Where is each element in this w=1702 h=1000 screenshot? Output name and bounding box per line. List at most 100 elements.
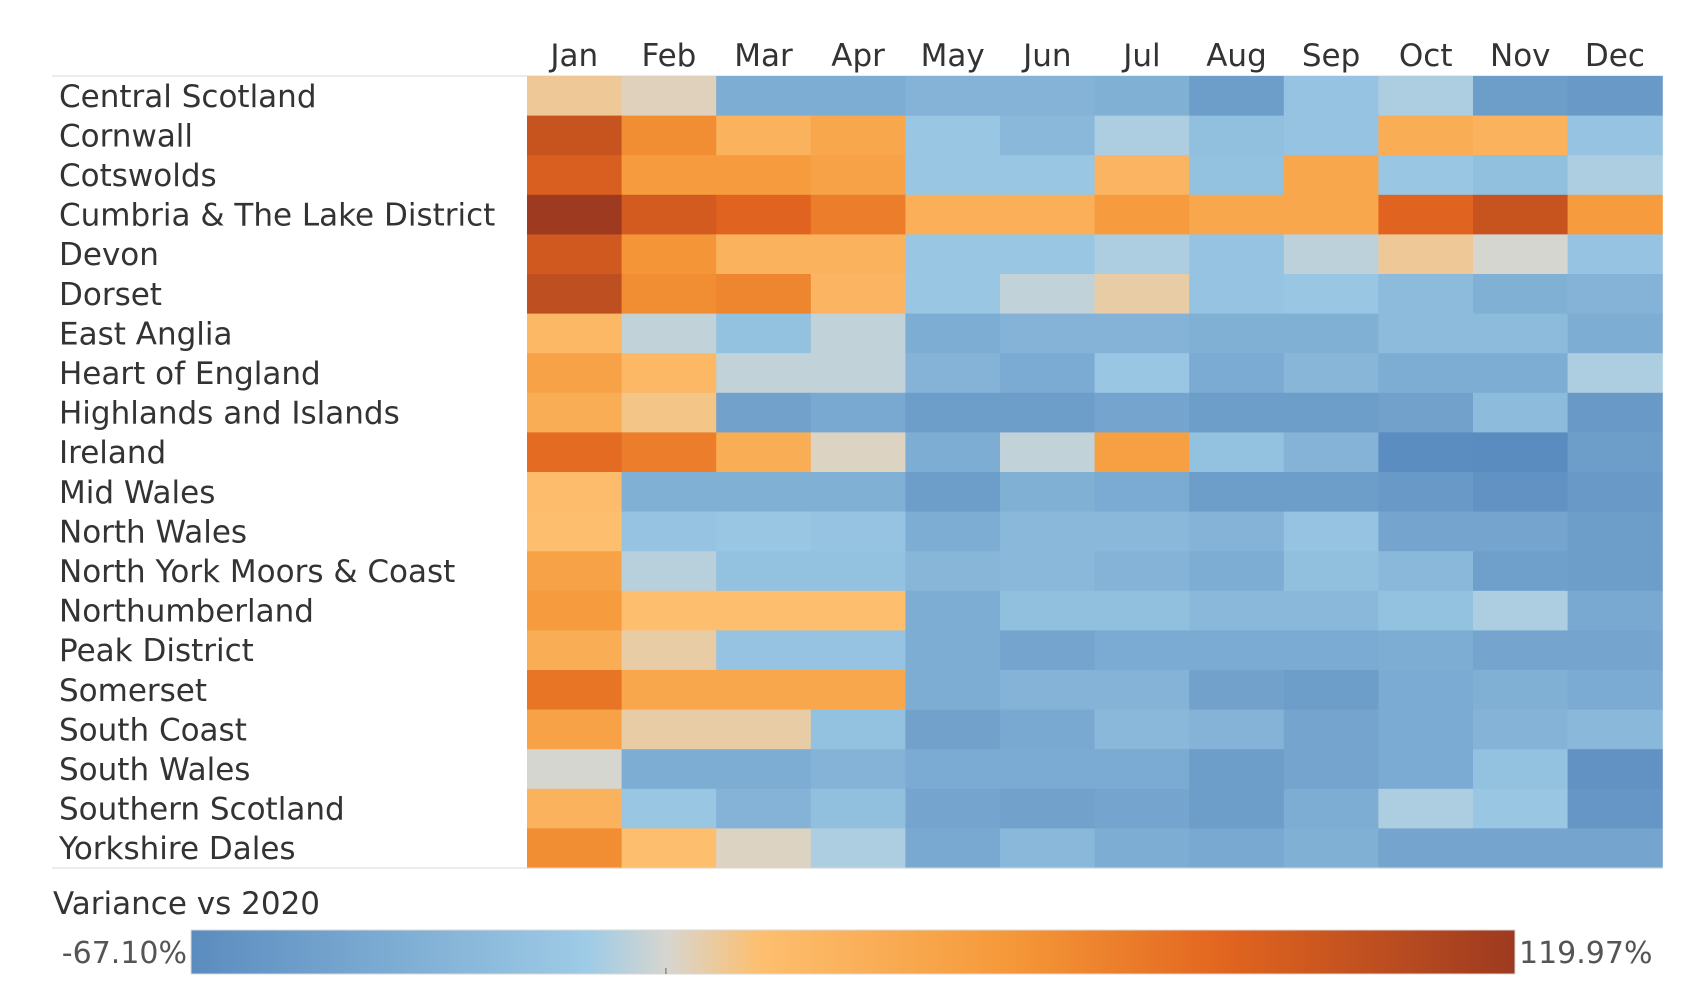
- heatmap-cell: [1283, 274, 1379, 315]
- heatmap-cell: [621, 274, 717, 315]
- heatmap-cell: [1189, 274, 1285, 315]
- heatmap-cell: [621, 630, 717, 671]
- heatmap-cell: [621, 194, 717, 235]
- heatmap-cell: [1189, 155, 1285, 196]
- column-label-dec: Dec: [1585, 38, 1645, 74]
- color-legend: Variance vs 2020 -67.10% 119.97%: [53, 886, 1652, 975]
- heatmap-cell: [1473, 788, 1569, 829]
- heatmap-cell: [1189, 76, 1285, 117]
- heatmap-cell: [1189, 432, 1285, 473]
- heatmap-cell: [621, 76, 717, 117]
- row-label: Mid Wales: [59, 475, 215, 511]
- heatmap-cell: [1378, 709, 1474, 750]
- heatmap-cell: [1283, 551, 1379, 592]
- heatmap-cell: [905, 76, 1001, 117]
- heatmap-cell: [1378, 511, 1474, 552]
- heatmap-cell: [1567, 709, 1663, 750]
- heatmap-cell: [810, 670, 906, 711]
- heatmap-cell: [621, 828, 717, 869]
- heatmap-cell: [716, 551, 812, 592]
- heatmap-cell: [1283, 115, 1379, 156]
- heatmap-cell: [905, 274, 1001, 315]
- heatmap-cell: [1567, 76, 1663, 117]
- heatmap-cell: [1094, 432, 1190, 473]
- heatmap-cell: [1000, 115, 1096, 156]
- row-label: Yorkshire Dales: [58, 831, 296, 867]
- heatmap-cell: [905, 353, 1001, 394]
- heatmap-cell: [1567, 155, 1663, 196]
- heatmap-cell: [1094, 788, 1190, 829]
- heatmap-cell: [1567, 353, 1663, 394]
- heatmap-cell: [1283, 670, 1379, 711]
- heatmap-cell: [1378, 828, 1474, 869]
- heatmap-cell: [716, 472, 812, 513]
- heatmap-cell: [1473, 392, 1569, 433]
- heatmap-cell: [1000, 551, 1096, 592]
- heatmap-cell: [1189, 749, 1285, 790]
- heatmap-cell: [1000, 511, 1096, 552]
- heatmap-cell: [1473, 234, 1569, 275]
- heatmap-cell: [1378, 76, 1474, 117]
- heatmap-cell: [527, 788, 623, 829]
- heatmap-cell: [1473, 194, 1569, 235]
- heatmap-cell: [1000, 392, 1096, 433]
- row-label: Southern Scotland: [59, 792, 345, 828]
- heatmap-cell: [1567, 670, 1663, 711]
- heatmap-cell: [1283, 194, 1379, 235]
- heatmap-cell: [1189, 115, 1285, 156]
- heatmap-cell: [905, 709, 1001, 750]
- heatmap-cell: [1189, 828, 1285, 869]
- heatmap-cell: [1567, 590, 1663, 631]
- heatmap-cell: [527, 709, 623, 750]
- column-label-aug: Aug: [1206, 38, 1267, 74]
- row-label: Somerset: [59, 673, 207, 709]
- heatmap-cell: [1283, 76, 1379, 117]
- heatmap-cell: [905, 155, 1001, 196]
- row-label: Northumberland: [59, 594, 314, 630]
- column-label-mar: Mar: [734, 38, 793, 74]
- heatmap-cell: [905, 511, 1001, 552]
- row-label: North York Moors & Coast: [59, 554, 455, 590]
- heatmap-cell: [527, 432, 623, 473]
- heatmap-cell: [1189, 353, 1285, 394]
- heatmap-cell: [1094, 274, 1190, 315]
- heatmap-cell: [621, 749, 717, 790]
- row-label: Highlands and Islands: [59, 396, 400, 432]
- heatmap-cell: [810, 76, 906, 117]
- heatmap-cell: [1189, 392, 1285, 433]
- heatmap-cell: [1283, 472, 1379, 513]
- row-label: Ireland: [59, 435, 166, 471]
- heatmap-cell: [1473, 115, 1569, 156]
- heatmap-cell: [1283, 432, 1379, 473]
- heatmap-cell: [1378, 551, 1474, 592]
- heatmap-cell: [1000, 274, 1096, 315]
- heatmap-cell: [716, 511, 812, 552]
- heatmap-cell: [810, 590, 906, 631]
- legend-title: Variance vs 2020: [53, 886, 320, 922]
- heatmap-cell: [905, 392, 1001, 433]
- heatmap-cell: [1378, 749, 1474, 790]
- heatmap-cell: [1473, 511, 1569, 552]
- heatmap-cells: [527, 76, 1663, 869]
- heatmap-cell: [1094, 313, 1190, 354]
- heatmap-cell: [527, 392, 623, 433]
- heatmap-cell: [810, 749, 906, 790]
- heatmap-cell: [905, 670, 1001, 711]
- heatmap-cell: [1567, 630, 1663, 671]
- heatmap-cell: [1000, 828, 1096, 869]
- heatmap-cell: [905, 590, 1001, 631]
- column-label-sep: Sep: [1302, 38, 1360, 74]
- heatmap-cell: [621, 155, 717, 196]
- heatmap-cell: [1378, 274, 1474, 315]
- heatmap-cell: [810, 274, 906, 315]
- column-labels: Jan Feb Mar Apr May Jun Jul Aug Sep Oct Nov Dec: [548, 38, 1644, 74]
- heatmap-cell: [810, 511, 906, 552]
- heatmap-cell: [905, 234, 1001, 275]
- row-label: Heart of England: [59, 356, 321, 392]
- legend-gradient-bar: [190, 929, 1516, 975]
- heatmap-cell: [1378, 630, 1474, 671]
- heatmap-cell: [905, 115, 1001, 156]
- heatmap-cell: [716, 392, 812, 433]
- row-label: North Wales: [59, 514, 247, 550]
- heatmap-cell: [1567, 432, 1663, 473]
